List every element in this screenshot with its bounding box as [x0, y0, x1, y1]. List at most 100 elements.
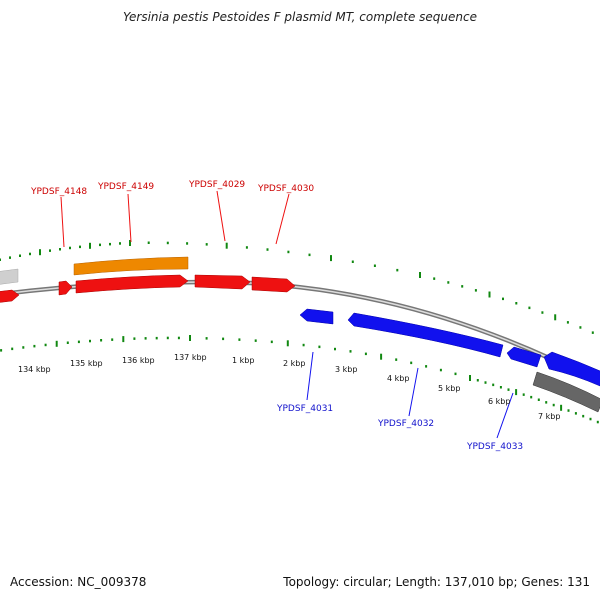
minor-tick-mark [266, 248, 269, 251]
minor-tick-mark [364, 352, 367, 356]
gene-red-small [58, 280, 73, 296]
major-tick-mark [225, 242, 228, 249]
gene-orange [73, 256, 189, 276]
minor-tick-mark [77, 340, 80, 344]
accession-text: Accession: NC_009378 [10, 575, 147, 589]
feature-gray-left [0, 268, 19, 285]
minor-tick-mark [19, 254, 21, 257]
minor-tick-mark [147, 241, 150, 244]
minor-tick-mark [66, 341, 69, 344]
minor-tick-mark [582, 414, 585, 418]
minor-tick-mark [0, 258, 1, 261]
minor-tick-mark [166, 241, 169, 245]
leader-ypdsf-4032 [408, 367, 419, 417]
map-title: Yersinia pestis Pestoides F plasmid MT, … [122, 10, 477, 24]
minor-tick-mark [410, 361, 413, 365]
major-tick-mark [39, 249, 41, 256]
gene-blue-ypdsf-4031 [299, 308, 334, 325]
major-tick-mark [560, 404, 563, 411]
minor-tick-mark [119, 242, 121, 245]
minor-tick-mark [222, 337, 225, 341]
minor-tick-mark [245, 246, 248, 249]
minor-tick-mark [100, 339, 103, 342]
gene-red-ypdsf-4029 [194, 274, 251, 290]
major-tick-mark [419, 272, 421, 278]
minor-tick-mark [567, 409, 570, 412]
minor-tick-mark [545, 401, 548, 404]
gene-label-ypdsf-4029: YPDSF_4029 [188, 180, 245, 190]
leader-ypdsf-4033 [496, 392, 514, 439]
minor-tick-mark [0, 349, 3, 352]
minor-tick-mark [484, 381, 487, 384]
minor-tick-mark [447, 281, 450, 284]
minor-tick-mark [166, 336, 169, 340]
leader-ypdsf-4031 [306, 351, 314, 401]
major-tick-mark [554, 314, 557, 321]
scale-label-3: 3 kbp [335, 365, 357, 374]
gene-blue-right [543, 351, 600, 387]
minor-tick-mark [205, 337, 208, 340]
gene-blue-ypdsf-4033 [506, 346, 542, 368]
gene-label-ypdsf-4148: YPDSF_4148 [30, 187, 87, 197]
backbone-outer [0, 279, 600, 386]
gene-label-ypdsf-4149: YPDSF_4149 [97, 182, 154, 192]
scale-label-5: 5 kbp [438, 384, 460, 393]
minor-tick-mark [439, 368, 442, 372]
feature-gray-right [532, 371, 600, 413]
backbone-inner [0, 281, 600, 384]
gene-red-ypdsf-4030 [251, 276, 296, 293]
minor-tick-mark [254, 339, 257, 342]
scale-label-2: 2 kbp [283, 359, 305, 368]
gene-label-ypdsf-4033: YPDSF_4033 [466, 442, 523, 452]
minor-tick-mark [11, 347, 14, 351]
scale-label-6: 6 kbp [488, 397, 510, 406]
major-tick-mark [330, 255, 332, 262]
minor-tick-mark [133, 337, 136, 340]
scale-label-134: 134 kbp [18, 365, 51, 374]
scale-label-137: 137 kbp [174, 353, 207, 362]
topology-summary: Topology: circular; Length: 137,010 bp; … [283, 575, 590, 589]
scale-label-4: 4 kbp [387, 374, 409, 383]
major-tick-mark [380, 353, 383, 360]
leader-ypdsf-4030 [275, 193, 290, 245]
minor-tick-mark [454, 372, 457, 376]
minor-tick-mark [308, 253, 311, 257]
major-tick-mark [286, 340, 289, 347]
major-tick-mark [515, 389, 518, 396]
minor-tick-mark [59, 248, 61, 251]
major-tick-mark [122, 336, 125, 343]
leader-ypdsf-4149 [127, 193, 132, 243]
minor-tick-mark [29, 252, 31, 256]
minor-tick-mark [109, 242, 111, 246]
minor-tick-mark [574, 412, 577, 415]
minor-tick-mark [507, 388, 510, 391]
minor-tick-mark [318, 345, 321, 349]
inner-tick-ring [0, 335, 599, 424]
gene-blue-ypdsf-4032 [347, 312, 504, 358]
minor-tick-mark [22, 346, 25, 349]
minor-tick-mark [425, 365, 428, 368]
minor-tick-mark [474, 289, 477, 292]
minor-tick-mark [579, 326, 582, 329]
minor-tick-mark [492, 383, 495, 387]
minor-tick-mark [177, 336, 180, 340]
minor-tick-mark [287, 250, 290, 254]
scale-label-1: 1 kbp [232, 356, 254, 365]
leader-ypdsf-4029 [216, 190, 226, 242]
minor-tick-mark [589, 417, 592, 421]
minor-tick-mark [9, 256, 11, 259]
minor-tick-mark [351, 260, 354, 263]
gene-label-ypdsf-4032: YPDSF_4032 [377, 419, 434, 429]
minor-tick-mark [334, 347, 336, 351]
major-tick-mark [89, 242, 91, 249]
minor-tick-mark [349, 350, 352, 353]
major-tick-mark [55, 340, 58, 347]
minor-tick-mark [44, 343, 47, 347]
minor-tick-mark [476, 379, 479, 382]
minor-tick-mark [515, 302, 518, 305]
gene-label-ypdsf-4031: YPDSF_4031 [276, 404, 333, 414]
minor-tick-mark [111, 338, 114, 341]
scale-label-135: 135 kbp [70, 359, 103, 368]
